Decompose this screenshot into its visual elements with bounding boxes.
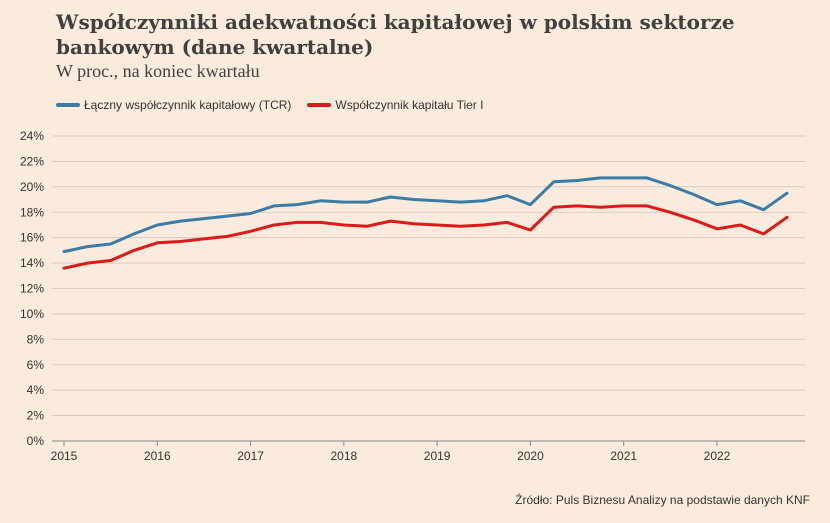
legend-item-tier1: Współczynnik kapitału Tier I bbox=[307, 98, 483, 112]
x-tick-label: 2020 bbox=[517, 449, 544, 463]
x-tick-label: 2017 bbox=[237, 449, 264, 463]
y-tick-label: 22% bbox=[20, 154, 44, 168]
chart-subtitle: W proc., na koniec kwartału bbox=[56, 61, 260, 81]
y-tick-label: 20% bbox=[20, 180, 44, 194]
y-tick-label: 18% bbox=[20, 205, 44, 219]
y-tick-label: 12% bbox=[20, 282, 44, 296]
x-tick-label: 2015 bbox=[51, 449, 78, 463]
y-tick-label: 24% bbox=[20, 129, 44, 143]
y-tick-label: 14% bbox=[20, 256, 44, 270]
x-tick-label: 2016 bbox=[144, 449, 171, 463]
x-tick-label: 2019 bbox=[424, 449, 451, 463]
x-tick-label: 2018 bbox=[331, 449, 358, 463]
y-tick-label: 4% bbox=[27, 383, 45, 397]
series-line-tcr bbox=[62, 176, 789, 254]
series-line-tier1 bbox=[62, 204, 789, 270]
legend-item-tcr: Łączny współczynnik kapitałowy (TCR) bbox=[56, 98, 291, 112]
y-tick-label: 16% bbox=[20, 231, 44, 245]
y-tick-label: 0% bbox=[27, 434, 45, 448]
legend-swatch-tier1 bbox=[307, 103, 332, 107]
y-tick-label: 8% bbox=[27, 332, 45, 346]
y-tick-label: 10% bbox=[20, 307, 44, 321]
x-tick-label: 2022 bbox=[704, 449, 731, 463]
source-note: Źródło: Puls Biznesu Analizy na podstawi… bbox=[515, 493, 810, 507]
legend-swatch-tcr bbox=[56, 103, 80, 107]
chart-title: Współczynniki adekwatności kapitałowej w… bbox=[56, 10, 735, 59]
legend-label-tier1: Współczynnik kapitału Tier I bbox=[335, 98, 484, 112]
legend-label-tcr: Łączny współczynnik kapitałowy (TCR) bbox=[84, 98, 292, 112]
y-tick-label: 6% bbox=[27, 358, 45, 372]
x-tick-label: 2021 bbox=[610, 449, 637, 463]
chart-legend: Łączny współczynnik kapitałowy (TCR) Wsp… bbox=[56, 98, 499, 112]
y-tick-label: 2% bbox=[27, 409, 45, 423]
